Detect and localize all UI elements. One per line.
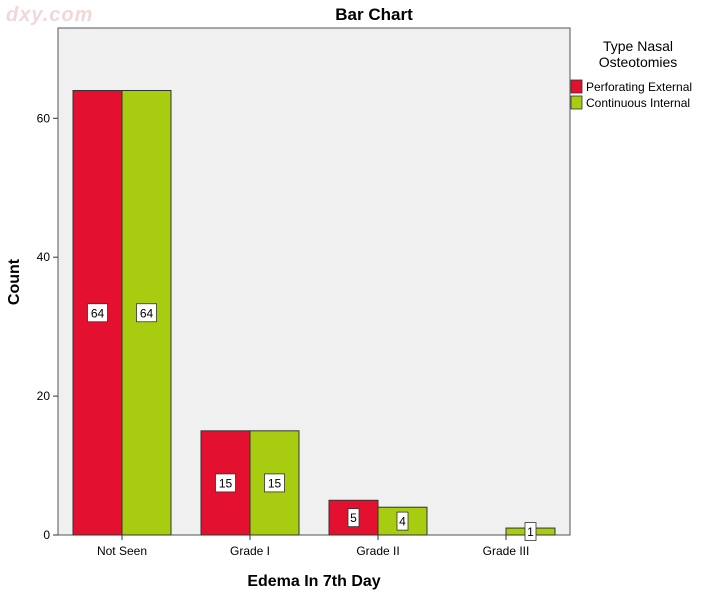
data-label: 1 xyxy=(527,525,534,539)
data-label-box xyxy=(524,522,537,541)
data-label: 64 xyxy=(140,306,154,320)
data-label: 5 xyxy=(350,511,357,525)
legend: Type Nasal Osteotomies Perforating Exter… xyxy=(570,38,692,110)
data-label-box xyxy=(264,473,285,493)
data-label-box xyxy=(136,303,157,323)
data-label: 4 xyxy=(399,515,406,529)
legend-label-continuous-internal: Continuous Internal xyxy=(586,96,690,110)
data-label: 15 xyxy=(268,476,282,490)
data-label-box xyxy=(215,473,236,493)
data-label-box xyxy=(87,303,108,323)
legend-swatch-continuous-internal xyxy=(570,95,583,110)
data-label-box xyxy=(347,508,360,528)
legend-title-line2: Osteotomies xyxy=(599,54,678,70)
x-tick-label: Grade I xyxy=(230,544,270,558)
x-tick-label: Grade III xyxy=(483,544,530,558)
x-tick-label: Grade II xyxy=(356,544,399,558)
legend-swatch-perforating-external xyxy=(570,79,583,94)
bar-grade-i-continuous-internal xyxy=(249,430,300,536)
data-label: 64 xyxy=(91,306,105,320)
data-label: 15 xyxy=(219,476,233,490)
legend-title-line1: Type Nasal xyxy=(603,38,673,54)
legend-label-perforating-external: Perforating External xyxy=(586,80,692,94)
y-tick-label: 0 xyxy=(43,528,50,542)
x-axis-title: Edema In 7th Day xyxy=(247,573,380,590)
chart-title: Bar Chart xyxy=(335,5,413,24)
y-axis-title: Count xyxy=(6,258,23,305)
y-tick-label: 20 xyxy=(37,389,51,403)
y-tick-label: 60 xyxy=(37,111,51,125)
y-tick-label: 40 xyxy=(37,250,51,264)
x-tick-label: Not Seen xyxy=(97,544,147,558)
data-label-box xyxy=(396,511,409,531)
watermark-logo: dxy.com xyxy=(6,4,94,26)
